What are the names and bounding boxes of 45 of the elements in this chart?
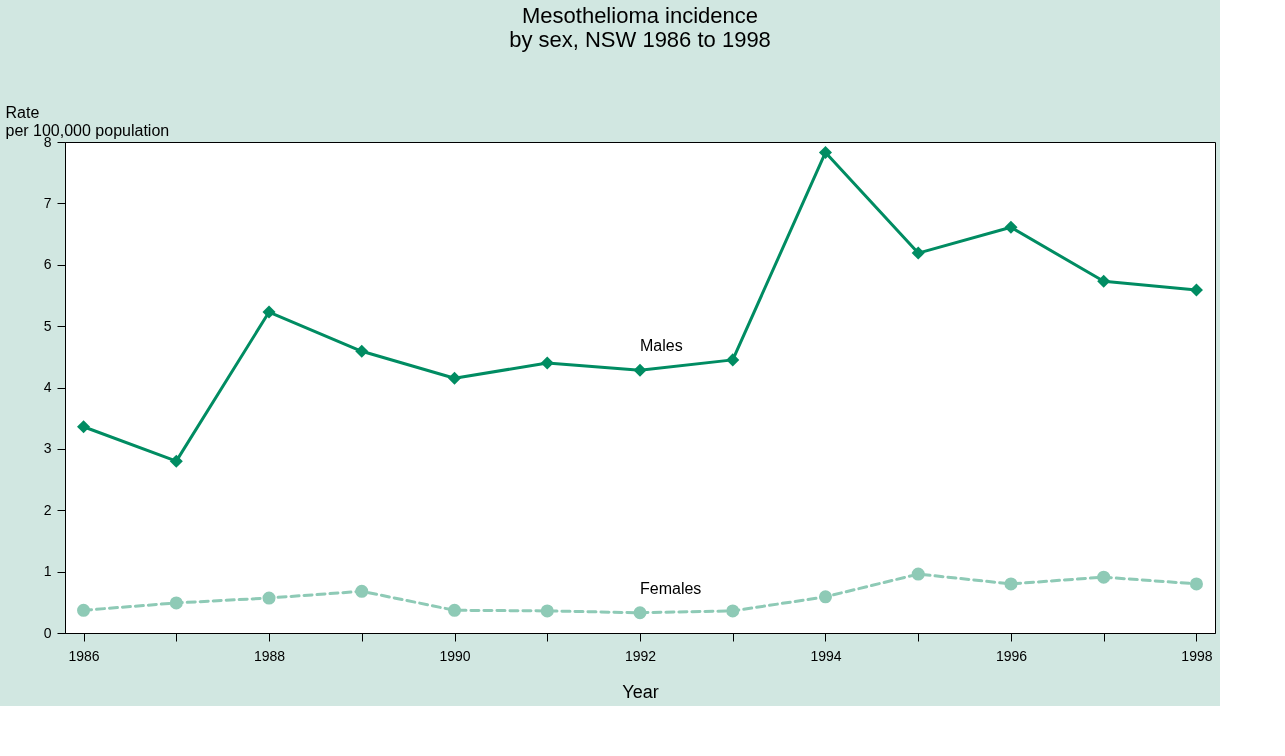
point — [540, 604, 554, 618]
series-label: Males — [640, 337, 683, 355]
point — [448, 371, 462, 385]
point — [726, 353, 740, 367]
y-tick-label: 1 — [43, 563, 52, 580]
point — [262, 591, 276, 605]
y-tick-label: 0 — [43, 624, 52, 641]
point — [540, 356, 554, 370]
y-tick-label: 7 — [43, 194, 52, 211]
point — [818, 145, 832, 159]
x-tick-label: 1992 — [624, 647, 657, 664]
point — [911, 246, 925, 260]
point — [262, 305, 276, 319]
point — [633, 606, 647, 620]
point — [818, 590, 832, 604]
x-axis-title: Year — [622, 681, 659, 702]
point — [448, 603, 462, 617]
point — [77, 603, 91, 617]
point — [169, 454, 183, 468]
x-tick-label: 1986 — [68, 647, 100, 664]
series-label: Females — [640, 579, 702, 597]
point — [1004, 220, 1018, 234]
x-tick-label: 1988 — [253, 647, 286, 664]
x-tick-label: 1994 — [810, 647, 842, 664]
y-tick-label: 6 — [43, 256, 52, 273]
x-tick-label: 1990 — [439, 647, 471, 664]
point — [1097, 274, 1111, 288]
point — [726, 604, 740, 618]
y-tick-label: 2 — [43, 501, 52, 518]
point — [1097, 570, 1111, 584]
point — [1189, 283, 1203, 297]
x-tick-label: 1998 — [1181, 647, 1213, 664]
point — [1189, 577, 1203, 591]
point — [1004, 577, 1018, 591]
y-tick-label: 3 — [43, 440, 52, 457]
point — [911, 567, 925, 581]
point — [169, 596, 183, 610]
x-tick-label: 1996 — [995, 647, 1028, 664]
chart-title: Mesothelioma incidence by sex, NSW 1986 to 1998 — [509, 3, 771, 52]
point — [355, 584, 369, 598]
y-tick-label: 4 — [43, 379, 52, 395]
point — [633, 363, 647, 377]
point — [355, 344, 369, 358]
point — [77, 420, 91, 434]
y-tick-label: 5 — [43, 317, 52, 334]
